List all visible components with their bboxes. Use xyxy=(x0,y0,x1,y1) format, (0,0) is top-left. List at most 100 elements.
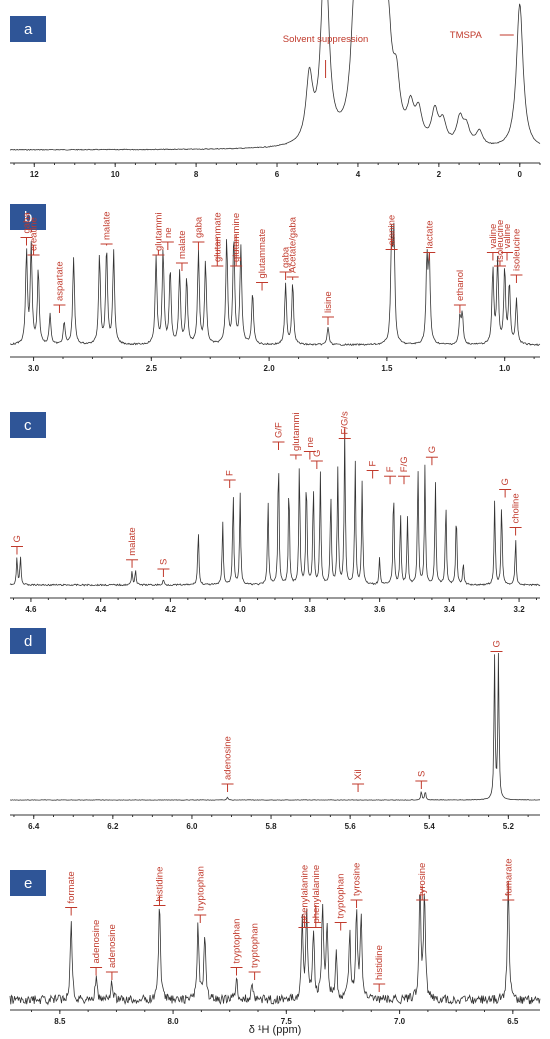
peak-annotation: F xyxy=(223,470,236,488)
annotation-label: malate xyxy=(177,230,188,259)
annotation-label: G xyxy=(427,446,438,453)
x-tick-label: 6.2 xyxy=(107,822,119,831)
annotation-label: tryptophan xyxy=(250,923,261,968)
peak-annotation: F xyxy=(384,466,397,485)
x-tick-label: 4 xyxy=(356,170,361,179)
annotation-label: Solvent suppression xyxy=(283,34,369,45)
x-tick-label: 0 xyxy=(518,170,523,179)
peak-annotation: fumarate xyxy=(502,859,515,901)
peak-annotation: valine xyxy=(486,224,499,261)
annotation-label: F xyxy=(385,466,396,472)
peak-annotation: ethanol xyxy=(453,270,466,313)
peak-annotation: tryptophan xyxy=(248,923,261,980)
x-tick-label: 7.5 xyxy=(281,1017,293,1026)
annotation-label: lisine xyxy=(323,291,334,313)
annotation-label: glutammi xyxy=(153,212,164,251)
panel-label: a xyxy=(10,16,46,42)
annotation-label: tryptophan xyxy=(195,866,206,911)
peak-annotation: S xyxy=(415,771,428,789)
annotation-label: tryptophan xyxy=(231,919,242,964)
annotation-label: glutammi xyxy=(291,412,302,451)
peak-annotation: malate xyxy=(100,211,113,246)
annotation-label: alanine xyxy=(387,215,398,246)
x-tick-label: 4.6 xyxy=(25,605,37,614)
x-tick-label: 8 xyxy=(194,170,199,179)
annotation-label: F xyxy=(225,470,236,476)
annotation-label: lactate xyxy=(424,221,435,249)
x-tick-label: 1.5 xyxy=(381,364,393,373)
peak-annotation: glutammi xyxy=(289,412,302,460)
annotation-label: valine xyxy=(488,224,499,249)
annotation-label: F/G/s xyxy=(340,411,351,434)
peak-annotation: choline xyxy=(509,493,522,536)
annotation-label: G xyxy=(12,535,23,542)
panel-a: a 12 10 8 6 4 2 0 Solvent suppression TMSPA xyxy=(9,0,541,179)
x-tick-label: 2.5 xyxy=(146,364,158,373)
peak-annotation: isoleucine xyxy=(493,220,506,267)
peak-annotation: valine xyxy=(501,224,514,261)
x-tick-label: 3.0 xyxy=(28,364,40,373)
x-tick-label: 7.0 xyxy=(394,1017,406,1026)
x-tick-label: 3.4 xyxy=(444,605,456,614)
annotation-label: F/G xyxy=(399,456,410,472)
peak-annotation: lactate xyxy=(423,221,436,261)
peak-annotation: glutammate xyxy=(256,229,269,291)
annotation-label: adenosine xyxy=(107,924,118,968)
x-tick-label: 3.2 xyxy=(514,605,526,614)
panel-b: b3.0 2.5 2.0 1.5 1.0gabacreatineaspartatemal… xyxy=(10,204,541,373)
spectrum-line xyxy=(10,222,541,347)
x-tick-label: 5.2 xyxy=(503,822,515,831)
x-tick-label: 3.8 xyxy=(304,605,316,614)
peak-annotation: phenylalanine xyxy=(309,865,322,928)
x-tick-label: 3.6 xyxy=(374,605,386,614)
x-tick-label: 10 xyxy=(111,170,120,179)
x-tick-label: 8.0 xyxy=(168,1017,180,1026)
peak-annotation: creatine xyxy=(27,217,40,256)
annotation-label: G xyxy=(312,450,323,457)
annotation-label: S xyxy=(416,771,427,777)
x-tick-label: 2.0 xyxy=(264,364,276,373)
peak-annotation: tryptophan xyxy=(194,866,207,923)
peak-annotation: G xyxy=(310,450,323,469)
peak-annotation: ne xyxy=(161,227,174,250)
annotation-label: G xyxy=(491,640,502,647)
annotation-label: valine xyxy=(502,224,513,249)
x-tick-label: 6.4 xyxy=(28,822,40,831)
annotation-label: isoleucine xyxy=(511,229,522,271)
annotation-label: phenylalanine xyxy=(299,865,310,924)
annotation-label: G/F xyxy=(273,422,284,438)
annotation-label: tyrosine xyxy=(417,863,428,896)
annotation-label: gaba xyxy=(21,212,32,234)
peak-annotation: histidine xyxy=(153,867,166,906)
panel-e: e 8.5 8.0 7.5 7.0 6.5 formate adenosine adenosin… xyxy=(9,859,541,1036)
peak-annotation: adenosine xyxy=(221,736,234,792)
x-tick-label: 5.8 xyxy=(265,822,277,831)
annotation-label: F xyxy=(368,461,379,467)
peak-annotation: F/G/s xyxy=(338,411,351,439)
peak-annotation: malate xyxy=(126,527,139,568)
annotation-label: isoleucine xyxy=(495,220,506,262)
annotation-label: aspartate xyxy=(54,261,65,301)
peak-annotation: gaba xyxy=(20,212,32,246)
peak-annotation: isoleucine xyxy=(510,229,523,283)
annotation-label: adenosine xyxy=(223,736,234,780)
annotation-label: Acetate/gaba xyxy=(288,216,299,273)
x-axis-label: δ ¹H (ppm) xyxy=(249,1024,302,1036)
peak-annotation: alanine xyxy=(385,215,398,250)
peak-annotation: gaba xyxy=(192,216,205,250)
panel-label: b xyxy=(10,204,46,230)
peak-annotation: adenosine xyxy=(105,924,118,980)
annotation-label: choline xyxy=(511,493,522,523)
peak-annotation: malate xyxy=(175,230,188,271)
svg-text:a: a xyxy=(24,21,33,38)
x-tick-label: 5.6 xyxy=(345,822,357,831)
x-tick-label: 6.5 xyxy=(507,1017,519,1026)
peak-annotation: formate xyxy=(65,871,78,916)
x-tick-label: 4.0 xyxy=(235,605,247,614)
annotation-label: histidine xyxy=(374,945,385,980)
peak-annotation: G xyxy=(490,640,503,652)
annotation-label: formate xyxy=(66,871,77,903)
annotation-label: malate xyxy=(102,211,113,240)
peak-annotation: G xyxy=(499,478,512,498)
annotation-label: gaba xyxy=(281,246,292,268)
